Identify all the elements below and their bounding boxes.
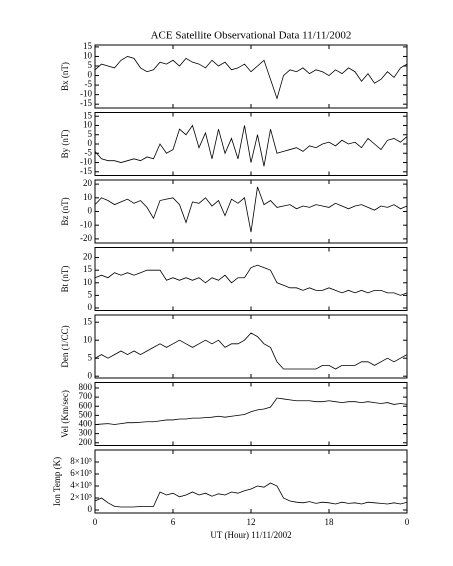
x-tick-label: 6 <box>171 517 176 527</box>
y-tick-label: 10 <box>83 277 93 287</box>
chart-title: ACE Satellite Observational Data 11/11/2… <box>151 30 352 42</box>
y-tick-label: 15 <box>83 110 93 120</box>
y-tick-label: -5 <box>85 79 93 89</box>
data-line <box>94 397 408 425</box>
panel-frame <box>94 247 408 311</box>
y-tick-label: 10 <box>83 192 93 202</box>
y-tick-label: 15 <box>83 264 93 274</box>
y-tick-label: 800 <box>79 382 93 392</box>
y-tick-label: 20 <box>83 178 93 188</box>
y-tick-label: 400 <box>79 419 93 429</box>
y-tick-label: 0 <box>88 138 93 148</box>
y-tick-label: 0 <box>88 70 93 80</box>
data-line <box>94 264 408 296</box>
y-tick-label: 0 <box>88 206 93 216</box>
y-tick-label: 500 <box>79 409 93 419</box>
panel-frame <box>94 314 408 379</box>
data-line <box>94 482 408 508</box>
y-tick-label: 5 <box>88 129 93 139</box>
y-tick-label: 5 <box>88 289 93 299</box>
x-tick-label: 0 <box>405 517 410 527</box>
y-tick-label: 4×10⁵ <box>70 480 92 490</box>
y-tick-label: 8×10⁵ <box>70 456 92 466</box>
y-tick-label: 0 <box>88 504 93 514</box>
y-tick-label: 20 <box>83 252 93 262</box>
panel-frame <box>94 382 408 446</box>
y-tick-label: 6×10⁵ <box>70 468 92 478</box>
y-tick-label: 15 <box>83 41 93 51</box>
y-axis-label: Bx (nT) <box>60 62 70 91</box>
panel-frame <box>94 112 408 176</box>
data-line <box>94 186 408 233</box>
y-axis-label: By (nT) <box>60 130 70 159</box>
data-line <box>94 332 408 370</box>
y-tick-label: 600 <box>79 400 93 410</box>
data-line <box>94 56 408 100</box>
y-tick-label: 10 <box>83 334 93 344</box>
y-tick-label: 5 <box>88 352 93 362</box>
y-tick-label: -10 <box>80 89 92 99</box>
y-axis-label: Den (1/CC) <box>60 325 70 367</box>
y-axis-label: Ion Temp (K) <box>52 457 62 506</box>
y-axis-label: Bt (nT) <box>60 266 70 293</box>
y-tick-label: -5 <box>85 147 93 157</box>
panel-frame <box>94 179 408 244</box>
y-tick-label: -10 <box>80 219 92 229</box>
y-axis-label: Bz (nT) <box>60 197 70 225</box>
x-tick-label: 18 <box>325 517 335 527</box>
x-axis-label: UT (Hour) 11/11/2002 <box>210 530 291 540</box>
y-tick-label: 700 <box>79 391 93 401</box>
y-tick-label: 10 <box>83 120 93 130</box>
y-tick-label: 2×10⁵ <box>70 492 92 502</box>
y-tick-label: -10 <box>80 157 92 167</box>
y-tick-label: -15 <box>80 98 92 108</box>
panel-frame <box>94 44 408 109</box>
x-tick-label: 12 <box>247 517 256 527</box>
x-tick-label: 0 <box>93 517 98 527</box>
y-tick-label: 0 <box>88 302 93 312</box>
y-tick-label: 15 <box>83 316 93 326</box>
y-tick-label: 300 <box>79 428 93 438</box>
y-tick-label: -20 <box>80 233 92 243</box>
data-line <box>94 124 408 167</box>
y-axis-label: Vel (Km/sec) <box>60 390 70 438</box>
y-tick-label: 10 <box>83 51 93 61</box>
y-tick-label: 5 <box>88 60 93 70</box>
y-tick-label: 0 <box>88 370 93 380</box>
y-tick-label: -15 <box>80 166 92 176</box>
y-tick-label: 200 <box>79 437 93 447</box>
